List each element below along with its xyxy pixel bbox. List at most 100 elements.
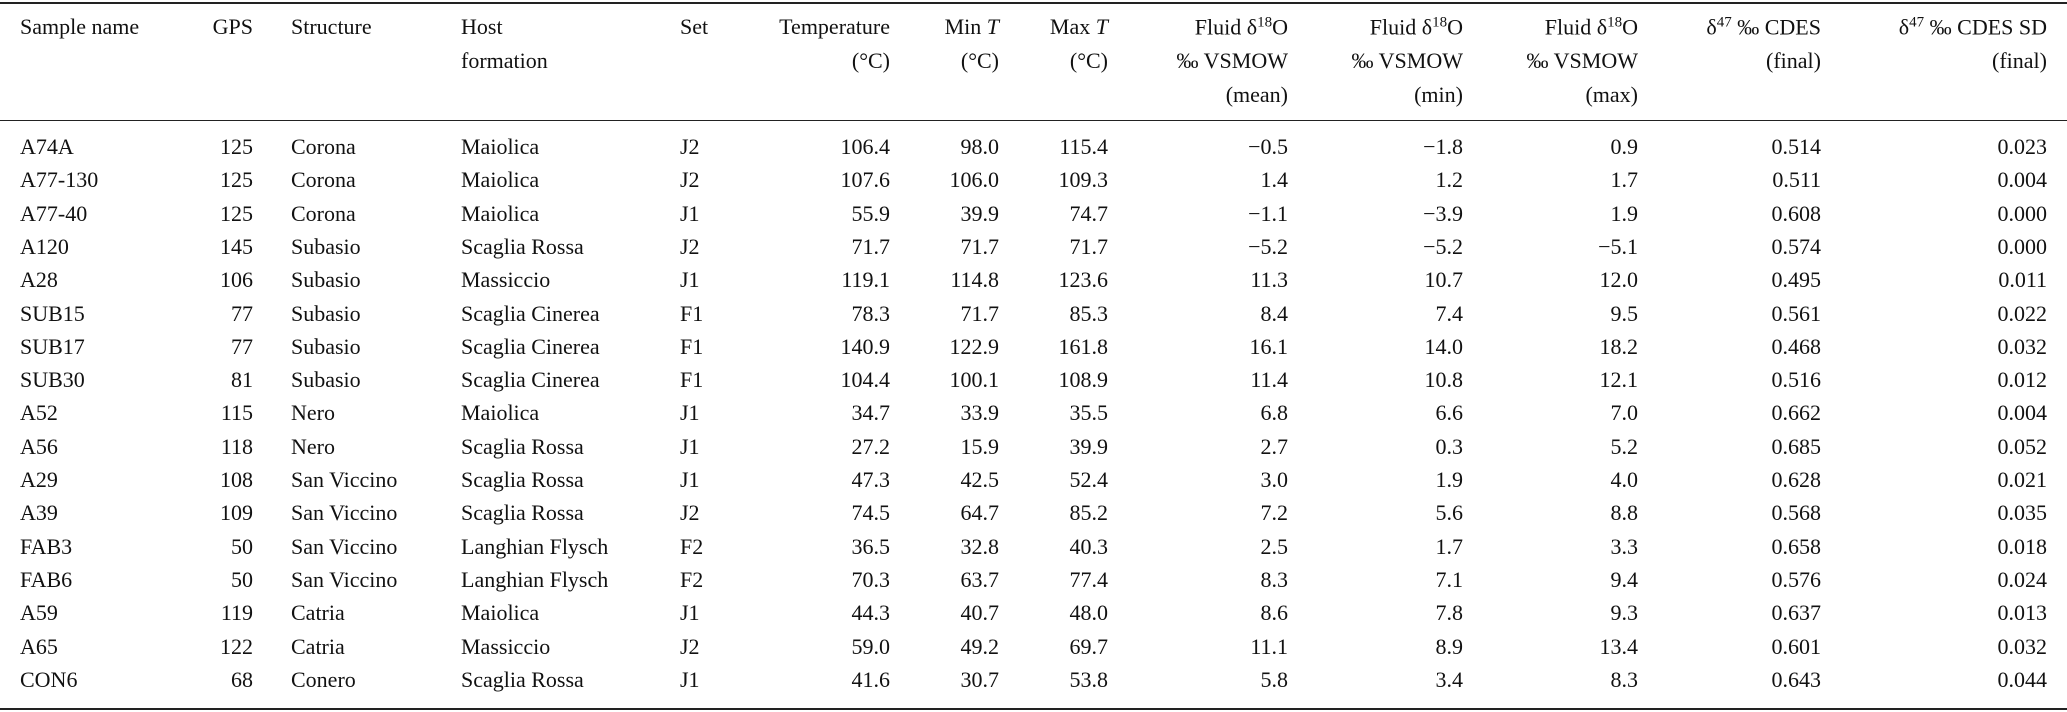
table-cell: 115: [220, 400, 253, 426]
table-cell: −5.2: [1248, 233, 1288, 259]
header-text: Max: [1049, 14, 1096, 39]
table-cell: 0.024: [1997, 566, 2048, 592]
table-cell: A56: [20, 433, 58, 459]
table-cell: 49.2: [960, 633, 1000, 659]
header-text: ‰ VSMOW: [1351, 48, 1463, 73]
table-cell: 2.5: [1260, 533, 1289, 559]
table-cell: A29: [20, 467, 58, 492]
table-cell: 8.3: [1260, 566, 1289, 592]
table-cell: 1.7: [1435, 533, 1464, 559]
header-text: Sample name: [20, 14, 140, 39]
table-cell: San Viccino: [291, 467, 398, 492]
table-cell: 8.6: [1260, 600, 1289, 626]
table-cell: 48.0: [1069, 600, 1109, 626]
table-cell: 125: [220, 200, 253, 226]
table-cell: 161.8: [1058, 333, 1109, 359]
header-line: Max T: [1050, 16, 1108, 38]
table-cell: 32.8: [960, 533, 1000, 559]
table-cell: 12.1: [1599, 367, 1639, 393]
table-cell: Corona: [291, 200, 356, 226]
header-text: (°C): [960, 48, 999, 73]
table-cell: Corona: [291, 134, 356, 159]
table-cell: 13.4: [1599, 633, 1639, 659]
table-cell: Subasio: [291, 367, 361, 393]
table-cell: 40.3: [1069, 533, 1109, 559]
header-text: Structure: [291, 14, 372, 39]
table-cell: J1: [680, 267, 700, 293]
header-line: δ47 ‰ CDES SD: [1899, 15, 2047, 39]
header-text: Host: [461, 14, 503, 39]
bottom-rule: [0, 708, 2067, 710]
header-line: δ47 ‰ CDES: [1706, 14, 1821, 40]
table-cell: Corona: [291, 167, 356, 193]
table-cell: 0.013: [1997, 600, 2048, 626]
table-cell: 3.3: [1610, 533, 1639, 559]
table-cell: 50: [231, 533, 253, 559]
table-cell: 0.004: [1997, 400, 2048, 426]
header-text: δ: [1706, 14, 1717, 40]
table-cell: J2: [680, 167, 700, 193]
table-cell: 109.3: [1058, 167, 1109, 193]
header-line: ‰ VSMOW: [1527, 50, 1638, 72]
table-cell: Subasio: [291, 233, 361, 259]
table-cell: 64.7: [960, 500, 1000, 526]
table-cell: 8.8: [1610, 500, 1639, 526]
table-cell: 108.9: [1058, 367, 1109, 393]
table-cell: 8.4: [1260, 300, 1289, 326]
table-cell: 114.8: [950, 267, 999, 293]
superscript: 47: [1716, 14, 1732, 31]
table-cell: 44.3: [851, 600, 891, 626]
table-cell: FAB6: [20, 566, 73, 592]
table-cell: A77-40: [20, 200, 88, 226]
table-cell: 14.0: [1424, 333, 1464, 359]
header-text: Min: [944, 14, 987, 39]
header-text: (°C): [1069, 48, 1108, 73]
table-cell: J1: [680, 400, 700, 426]
header-text: (mean): [1225, 82, 1288, 107]
table-cell: 0.000: [1997, 233, 2048, 259]
table-cell: SUB15: [20, 300, 85, 326]
header-text: O: [1622, 14, 1638, 40]
table-cell: Scaglia Rossa: [461, 666, 584, 692]
table-cell: F1: [680, 367, 704, 393]
table-cell: 4.0: [1610, 467, 1639, 492]
table-cell: FAB3: [20, 533, 73, 559]
table-cell: San Viccino: [291, 566, 398, 592]
table-cell: CON6: [20, 666, 78, 692]
header-line: (max): [1585, 84, 1638, 106]
header-line: Set: [680, 16, 708, 38]
table-cell: 0.685: [1771, 433, 1822, 459]
table-cell: 140.9: [840, 333, 891, 359]
table-cell: −0.5: [1248, 134, 1288, 159]
table-cell: 35.5: [1069, 400, 1109, 426]
header-text: Fluid δ: [1369, 14, 1433, 40]
table-cell: 122: [220, 633, 253, 659]
table-cell: 0.516: [1771, 367, 1822, 393]
table-cell: 0.012: [1997, 367, 2048, 393]
table-cell: 16.1: [1249, 333, 1289, 359]
header-rule: [0, 120, 2067, 121]
header-text: (max): [1585, 82, 1638, 107]
table-cell: 0.9: [1610, 134, 1639, 159]
table-cell: Maiolica: [461, 400, 540, 426]
table-cell: 59.0: [851, 633, 891, 659]
table-cell: F1: [680, 333, 704, 359]
header-text: (final): [1766, 48, 1821, 73]
table-cell: 0.044: [1997, 666, 2048, 692]
table-cell: 0.021: [1997, 467, 2048, 492]
table-cell: 7.2: [1260, 500, 1289, 526]
table-cell: J2: [680, 500, 700, 526]
header-text: ‰ VSMOW: [1526, 48, 1638, 73]
table-cell: −5.2: [1423, 233, 1463, 259]
table-cell: 74.7: [1069, 200, 1109, 226]
table-cell: −5.1: [1598, 233, 1638, 259]
table-cell: 0.658: [1771, 533, 1822, 559]
table-cell: 2.7: [1260, 433, 1289, 459]
table-cell: Langhian Flysch: [461, 533, 609, 559]
superscript: 18: [1432, 14, 1448, 31]
table-cell: 5.8: [1260, 666, 1289, 692]
header-line: (final): [1766, 50, 1821, 72]
table-cell: J1: [680, 433, 700, 459]
header-text: (min): [1414, 82, 1463, 107]
